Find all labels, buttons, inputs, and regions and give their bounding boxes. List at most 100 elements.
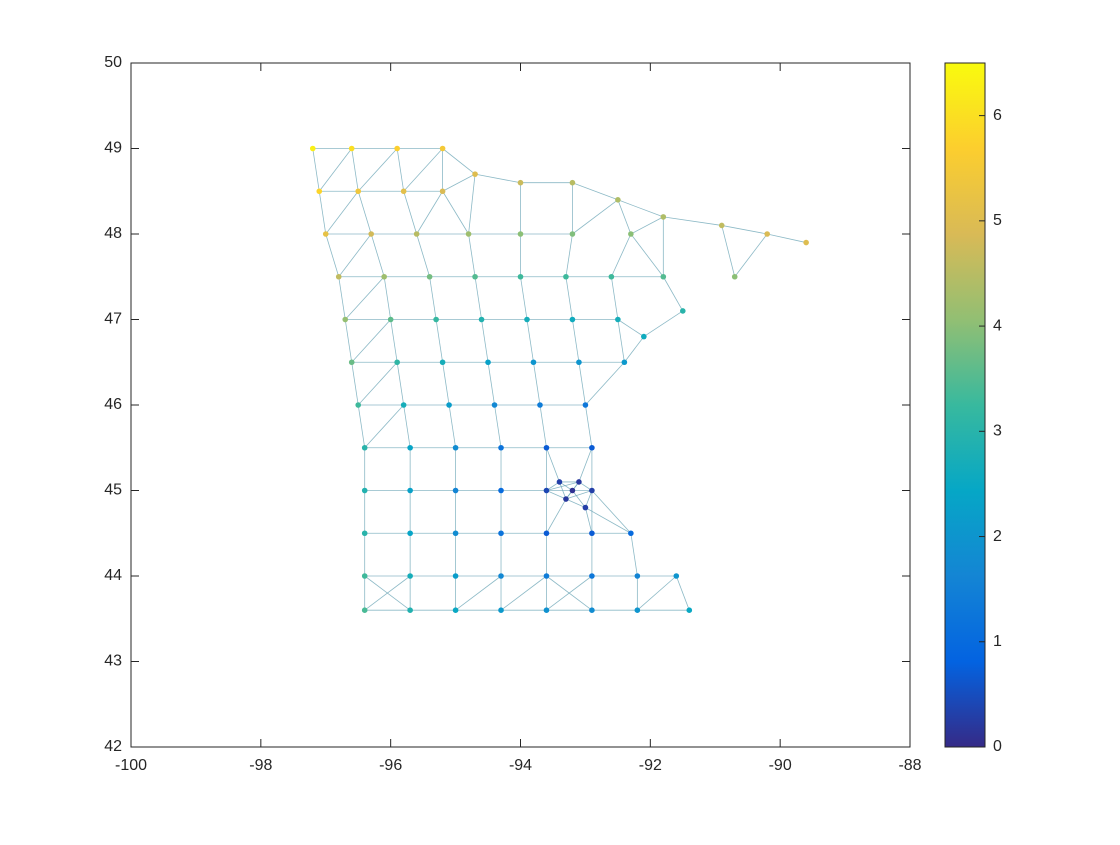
edge	[357, 361, 398, 406]
colorbar-tick-label: 2	[993, 528, 1002, 545]
edge	[318, 148, 353, 192]
y-tick-label: 45	[104, 482, 122, 499]
edge	[364, 575, 411, 611]
colorbar-tick-label: 5	[993, 212, 1002, 229]
edge	[403, 404, 411, 448]
node	[433, 316, 439, 323]
node	[361, 607, 368, 613]
node	[543, 444, 550, 451]
edge	[734, 233, 768, 277]
node	[491, 402, 498, 408]
node	[660, 273, 667, 280]
y-tick-label: 49	[104, 140, 122, 157]
edge	[344, 319, 353, 363]
edge	[572, 490, 586, 508]
node	[322, 231, 329, 237]
node	[569, 231, 576, 237]
node	[452, 530, 459, 537]
node	[517, 273, 524, 280]
node	[589, 487, 595, 494]
node	[316, 188, 323, 195]
edge	[396, 362, 405, 406]
node	[361, 573, 368, 579]
edge	[565, 498, 586, 508]
edge	[617, 199, 632, 235]
edge	[403, 191, 418, 235]
edge	[357, 191, 372, 235]
edge	[318, 191, 327, 235]
node	[569, 179, 576, 186]
node	[309, 145, 316, 152]
node	[355, 402, 362, 408]
y-tick-label: 50	[104, 54, 122, 71]
edge	[325, 191, 359, 235]
y-tick-label: 44	[104, 567, 122, 584]
edge	[630, 216, 664, 235]
node	[718, 222, 725, 229]
node	[517, 179, 524, 186]
edge	[591, 490, 632, 534]
node	[634, 607, 641, 613]
edge	[539, 404, 547, 448]
node	[407, 487, 413, 494]
edge	[312, 148, 320, 192]
node	[679, 308, 686, 314]
node	[660, 214, 667, 220]
edge	[435, 319, 443, 363]
edge	[416, 233, 430, 277]
edge	[546, 490, 567, 500]
edge	[533, 362, 541, 406]
node	[407, 444, 413, 451]
x-tick-label: -98	[249, 757, 272, 774]
edge	[429, 276, 437, 320]
edge	[403, 148, 443, 192]
node	[731, 273, 738, 280]
node	[361, 444, 368, 451]
edge	[572, 319, 580, 363]
edge	[643, 310, 684, 337]
edge	[494, 404, 502, 448]
node	[446, 402, 452, 408]
edge	[578, 447, 593, 483]
node	[543, 573, 550, 579]
node	[452, 607, 459, 613]
edge	[481, 319, 489, 363]
y-tick-label: 43	[104, 653, 122, 670]
x-tick-label: -100	[115, 757, 147, 774]
node	[452, 573, 459, 579]
x-tick-label: -96	[379, 757, 402, 774]
node	[348, 359, 355, 366]
node	[582, 504, 589, 511]
edge	[364, 404, 404, 449]
edge	[767, 233, 807, 243]
node	[342, 316, 349, 323]
colorbar	[944, 62, 986, 748]
node	[589, 530, 595, 537]
node	[361, 530, 368, 537]
node	[608, 273, 615, 280]
node	[764, 231, 770, 237]
edge	[624, 336, 645, 363]
edge	[351, 148, 359, 192]
y-tick-label: 48	[104, 225, 122, 242]
edge	[565, 490, 593, 500]
node	[569, 487, 576, 494]
colorbar-tick-label: 0	[993, 738, 1002, 755]
edge	[442, 173, 476, 192]
edge	[468, 174, 476, 235]
edge	[721, 225, 736, 277]
node	[589, 573, 595, 579]
colorbar-tick-label: 3	[993, 423, 1002, 440]
edge	[617, 199, 664, 218]
node	[348, 145, 355, 152]
node	[543, 487, 550, 494]
x-tick-label: -90	[769, 757, 792, 774]
edge	[442, 148, 476, 175]
edge	[610, 276, 619, 320]
edge	[585, 361, 625, 406]
edge	[416, 191, 443, 235]
node	[530, 359, 537, 366]
node	[576, 359, 582, 366]
edge	[468, 233, 476, 277]
edge	[351, 362, 359, 406]
